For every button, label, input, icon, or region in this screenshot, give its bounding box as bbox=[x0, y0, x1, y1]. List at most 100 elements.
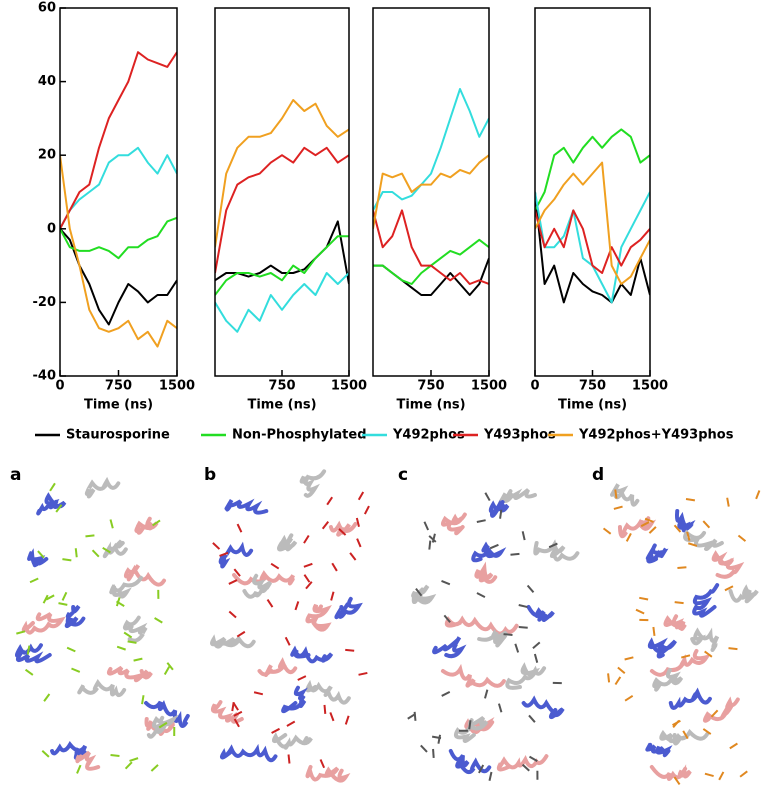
arrow bbox=[109, 519, 114, 529]
arrow bbox=[129, 757, 139, 762]
arrow bbox=[123, 631, 133, 639]
x-tick-label: 0 bbox=[530, 379, 539, 394]
arrow bbox=[431, 533, 436, 543]
arrow bbox=[423, 521, 430, 531]
structure bbox=[407, 488, 580, 781]
arrow bbox=[503, 633, 513, 636]
ribbon bbox=[218, 541, 254, 569]
arrow bbox=[688, 542, 698, 547]
arrow bbox=[287, 754, 291, 764]
arrow bbox=[607, 673, 611, 683]
arrow bbox=[624, 656, 634, 661]
arrow bbox=[514, 643, 520, 653]
structure bbox=[602, 483, 761, 786]
arrow bbox=[674, 601, 684, 605]
arrow bbox=[303, 534, 310, 544]
series-line: Y493phos bbox=[215, 146, 349, 274]
arrow bbox=[682, 730, 689, 740]
arrow bbox=[141, 695, 145, 705]
arrow bbox=[154, 617, 163, 624]
arrow bbox=[521, 531, 526, 541]
arrow bbox=[488, 771, 493, 781]
legend-label: Non-Phosphylated bbox=[232, 428, 367, 443]
arrow bbox=[677, 566, 687, 569]
arrow bbox=[233, 568, 241, 577]
arrow bbox=[358, 671, 368, 676]
arrow bbox=[726, 497, 730, 507]
arrow bbox=[212, 542, 221, 550]
arrow bbox=[413, 711, 417, 721]
arrow bbox=[468, 720, 472, 730]
arrow bbox=[150, 764, 159, 772]
arrow bbox=[85, 534, 95, 538]
panel-letter: b bbox=[204, 465, 216, 485]
arrow bbox=[702, 728, 712, 735]
ribbon bbox=[649, 649, 711, 677]
arrow bbox=[614, 676, 622, 686]
x-tick-label: 0 bbox=[55, 379, 64, 394]
x-tick-label: 750 bbox=[268, 379, 295, 394]
ribbon bbox=[109, 575, 143, 599]
arrow bbox=[270, 562, 280, 570]
ribbon bbox=[440, 512, 467, 536]
arrow bbox=[673, 524, 682, 533]
arrow bbox=[345, 648, 355, 652]
x-axis-label: Time (ns) bbox=[247, 398, 316, 413]
y-tick-label: 20 bbox=[38, 148, 56, 163]
ribbon bbox=[526, 605, 555, 622]
ribbon bbox=[146, 714, 179, 739]
ribbon bbox=[210, 634, 256, 649]
arrow bbox=[672, 719, 680, 729]
arrow bbox=[42, 594, 49, 604]
arrow bbox=[43, 693, 51, 702]
ribbon bbox=[533, 539, 580, 562]
legend-label: Y492phos+Y493phos bbox=[578, 428, 734, 443]
arrow bbox=[303, 574, 311, 583]
y-tick-label: 0 bbox=[47, 221, 56, 236]
arrow bbox=[497, 703, 503, 713]
arrow bbox=[428, 535, 437, 543]
arrow bbox=[685, 497, 696, 502]
arrow bbox=[521, 763, 530, 772]
arrow bbox=[484, 492, 491, 502]
arrow bbox=[66, 646, 76, 653]
ribbon bbox=[609, 483, 640, 507]
arrow bbox=[323, 704, 327, 714]
arrow bbox=[233, 718, 240, 728]
series-line: Non-Phosphylated bbox=[215, 235, 349, 296]
series-line: Y493phos bbox=[535, 209, 650, 274]
arrow bbox=[484, 689, 489, 699]
ribbon bbox=[305, 679, 351, 705]
arrow bbox=[729, 742, 738, 750]
arrow bbox=[253, 691, 264, 696]
series-line: Y492phos bbox=[215, 272, 349, 333]
arrow bbox=[528, 755, 538, 763]
arrow bbox=[420, 744, 428, 753]
ribbon bbox=[123, 564, 167, 587]
series-line: Y492phos+Y493phos bbox=[60, 155, 177, 348]
arrow bbox=[441, 690, 451, 697]
ribbon bbox=[210, 700, 244, 724]
ribbon bbox=[496, 754, 549, 772]
ribbon bbox=[242, 573, 273, 599]
ribbon bbox=[77, 679, 127, 698]
arrow bbox=[602, 527, 612, 535]
x-axis-label: Time (ns) bbox=[84, 398, 153, 413]
ribbon bbox=[15, 643, 52, 664]
ribbon bbox=[134, 516, 159, 535]
y-tick-label: -40 bbox=[33, 369, 57, 384]
series-line: Non-Phosphylated bbox=[373, 238, 489, 285]
arrow bbox=[305, 581, 313, 590]
y-tick-label: 40 bbox=[38, 74, 56, 89]
arrow bbox=[704, 772, 714, 778]
ribbon bbox=[474, 561, 498, 584]
arrow bbox=[548, 542, 558, 549]
y-tick-label: 60 bbox=[38, 1, 56, 16]
arrow bbox=[499, 509, 503, 519]
series-line: Y492phos bbox=[373, 88, 489, 211]
ribbon bbox=[505, 662, 547, 690]
ribbon bbox=[617, 516, 657, 539]
ribbon bbox=[84, 476, 121, 499]
